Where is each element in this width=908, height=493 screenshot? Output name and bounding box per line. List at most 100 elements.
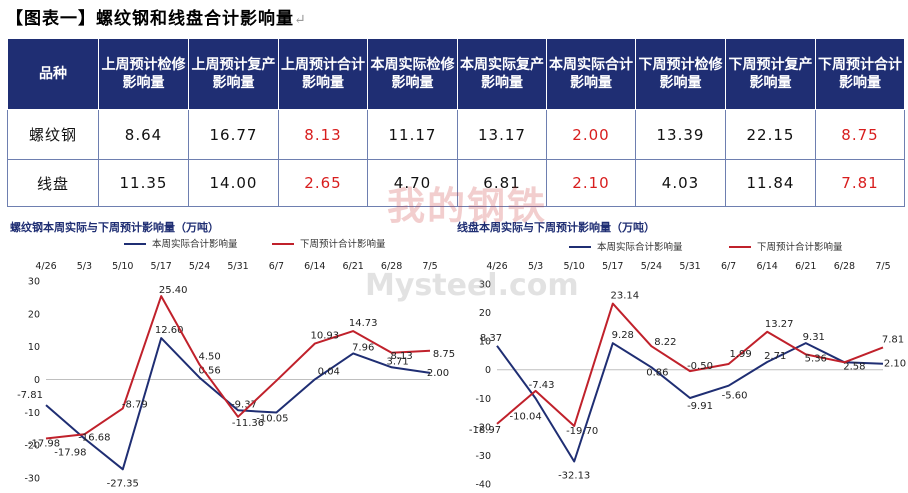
col-header-last-resume: 上周预计复产影响量	[188, 38, 279, 110]
data-label: 2.71	[764, 351, 786, 362]
data-label: -7.43	[529, 380, 555, 391]
data-label: -5.60	[722, 391, 748, 402]
data-label: 0.86	[646, 367, 668, 378]
x-tick-label: 5/3	[528, 261, 543, 272]
series-line	[496, 302, 884, 427]
x-tick-label: 5/10	[564, 261, 585, 272]
x-tick-label: 6/21	[795, 261, 816, 272]
figure-title-text: 【图表一】螺纹钢和线盘合计影响量	[6, 9, 294, 29]
y-tick-label: 0	[34, 375, 40, 386]
x-tick-label: 5/17	[151, 261, 172, 272]
table-cell: 4.70	[367, 159, 458, 207]
table-cell: 13.39	[635, 109, 726, 160]
x-tick-label: 6/7	[269, 261, 284, 272]
x-tick-label: 5/31	[227, 261, 248, 272]
x-tick-label: 6/28	[834, 261, 855, 272]
data-label: 13.27	[765, 319, 794, 330]
data-label: 8.13	[390, 351, 412, 362]
data-label: -7.81	[17, 390, 43, 401]
chart-title: 线盘本周实际与下周预计影响量（万吨）	[457, 220, 655, 234]
x-tick-label: 4/26	[35, 261, 56, 272]
x-tick-label: 5/24	[641, 261, 662, 272]
data-label: -11.36	[232, 418, 264, 429]
data-label: 2.00	[427, 368, 449, 379]
data-label: -27.35	[107, 478, 139, 489]
table-cell: 11.84	[725, 159, 816, 207]
y-tick-label: -10	[475, 394, 491, 405]
y-tick-label: -10	[24, 408, 40, 419]
data-label: 0.56	[198, 366, 220, 377]
table-cell: 7.81	[815, 159, 905, 207]
data-label: -16.68	[78, 432, 110, 443]
table-cell: 8.64	[98, 109, 189, 160]
series-line	[45, 337, 431, 471]
y-tick-label: 20	[28, 309, 40, 320]
y-tick-label: 0	[485, 365, 491, 376]
data-label: 7.81	[882, 334, 904, 345]
col-header-last-total: 上周预计合计影响量	[278, 38, 368, 110]
data-label: 5.36	[805, 353, 827, 364]
data-label: -0.50	[687, 361, 713, 372]
col-header-next-resume: 下周预计复产影响量	[725, 38, 816, 110]
col-header-this-maint: 本周实际检修影响量	[367, 38, 458, 110]
col-header-this-resume: 本周实际复产影响量	[457, 38, 547, 110]
data-label: 8.22	[654, 337, 676, 348]
data-label: 4.50	[198, 352, 220, 363]
row-name: 螺纹钢	[7, 109, 99, 160]
x-tick-label: 7/5	[422, 261, 437, 272]
y-tick-label: -20	[24, 441, 40, 452]
data-label: 8.75	[433, 349, 455, 360]
data-label: -8.79	[122, 399, 148, 410]
table-cell: 2.65	[278, 159, 368, 207]
data-label: 9.28	[612, 330, 634, 341]
data-label: -9.37	[231, 399, 257, 410]
data-label: 1.99	[729, 349, 751, 360]
data-label: 2.10	[884, 359, 906, 370]
table-cell: 11.35	[98, 159, 189, 207]
table-cell: 4.03	[635, 159, 726, 207]
y-tick-label: -20	[475, 422, 491, 433]
x-tick-label: 5/24	[189, 261, 210, 272]
chart-title: 螺纹钢本周实际与下周预计影响量（万吨）	[10, 220, 219, 234]
legend-label: 下周预计合计影响量	[300, 238, 386, 250]
x-tick-label: 6/28	[381, 261, 402, 272]
data-label: 23.14	[610, 291, 639, 302]
table-row: 螺纹钢 8.64 16.77 8.13 11.17 13.17 2.00 13.…	[7, 109, 905, 160]
table-cell: 22.15	[725, 109, 816, 160]
table-cell: 13.17	[457, 109, 547, 160]
row-name: 线盘	[7, 159, 99, 207]
table-cell: 2.00	[546, 109, 636, 160]
x-tick-label: 6/14	[304, 261, 325, 272]
rebar-chart-svg: 螺纹钢本周实际与下周预计影响量（万吨） 本周实际合计影响量 下周预计合计影响量 4/2…	[10, 220, 455, 489]
wire-rod-impact-chart: 线盘本周实际与下周预计影响量（万吨） 本周实际合计影响量 下周预计合计影响量 4/26…	[455, 216, 906, 493]
col-header-next-total: 下周预计合计影响量	[815, 38, 905, 110]
x-tick-label: 5/17	[602, 261, 623, 272]
table-cell: 11.17	[367, 109, 458, 160]
data-label: 7.96	[352, 342, 374, 353]
table-cell: 8.13	[278, 109, 368, 160]
data-label: -10.04	[509, 411, 541, 422]
x-tick-label: 6/14	[757, 261, 778, 272]
y-tick-label: -40	[475, 480, 491, 491]
legend-label: 本周实际合计影响量	[597, 241, 683, 253]
x-tick-label: 7/5	[875, 261, 890, 272]
data-label: 0.04	[318, 366, 340, 377]
legend-label: 本周实际合计影响量	[152, 238, 238, 250]
data-label: -17.98	[28, 439, 60, 450]
data-label: -19.70	[566, 426, 598, 437]
table-cell: 16.77	[188, 109, 279, 160]
table-header-row: 品种 上周预计检修影响量 上周预计复产影响量 上周预计合计影响量 本周实际检修影…	[7, 38, 905, 110]
x-tick-label: 5/10	[112, 261, 133, 272]
y-tick-label: 20	[479, 308, 491, 319]
wire-rod-chart-svg: 线盘本周实际与下周预计影响量（万吨） 本周实际合计影响量 下周预计合计影响量 4/26…	[457, 220, 906, 491]
y-tick-label: 30	[479, 280, 491, 291]
data-label: 3.71	[386, 356, 408, 367]
data-label: 14.73	[349, 318, 378, 329]
x-tick-label: 6/7	[721, 261, 736, 272]
data-label: -10.05	[256, 413, 288, 424]
data-label: 12.60	[155, 325, 184, 336]
figure-title: 【图表一】螺纹钢和线盘合计影响量↵	[6, 4, 307, 29]
y-tick-label: -30	[475, 451, 491, 462]
y-tick-label: 10	[28, 342, 40, 353]
data-label: 2.58	[843, 361, 865, 372]
